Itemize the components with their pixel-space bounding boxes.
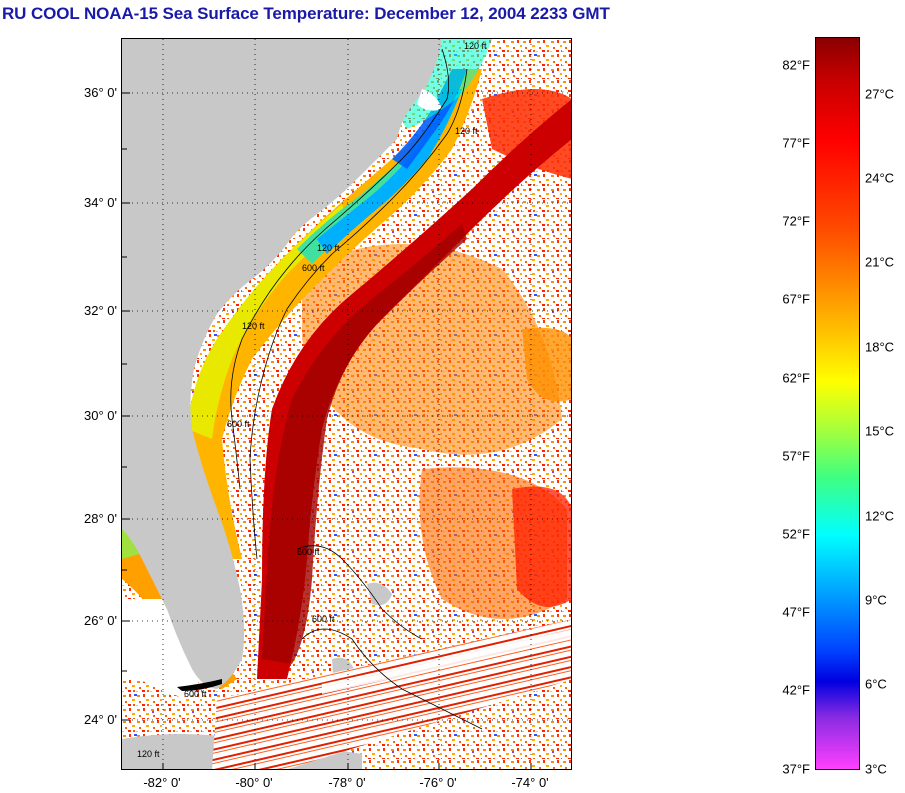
- lon-label: -82° 0': [143, 775, 181, 790]
- contour-label: 600 ft: [297, 547, 320, 557]
- celsius-tick: 9°C: [865, 592, 887, 608]
- lat-label: 36° 0': [84, 85, 117, 100]
- satellite-swath-artifact: [322, 629, 571, 694]
- celsius-tick: 21°C: [865, 254, 895, 270]
- land-mass: [367, 582, 392, 606]
- coastal-water: [187, 69, 482, 559]
- contour-label: 120 ft: [317, 243, 340, 253]
- bathymetry-contour: [249, 68, 468, 560]
- lat-label: 34° 0': [84, 195, 117, 210]
- axis-ticks: [122, 92, 532, 769]
- lat-label: 24° 0': [84, 712, 117, 727]
- celsius-tick: 12°C: [865, 508, 895, 524]
- florida-keys: [177, 679, 222, 691]
- fahrenheit-tick: 52°F: [782, 526, 810, 542]
- lat-label: 26° 0': [84, 613, 117, 628]
- fahrenheit-tick: 77°F: [782, 135, 810, 151]
- lat-label: 32° 0': [84, 303, 117, 318]
- contour-label: 600 ft: [227, 419, 250, 429]
- contour-label: 120 ft: [464, 41, 487, 51]
- celsius-tick: 24°C: [865, 170, 895, 186]
- celsius-tick: 18°C: [865, 339, 895, 355]
- lat-label: 30° 0': [84, 408, 117, 423]
- land-mass: [122, 39, 442, 689]
- temperature-colorbar: [815, 37, 860, 770]
- bathymetry-contour: [301, 628, 483, 730]
- sst-map[interactable]: 120 ft 120 ft 120 ft 600 ft 120 ft 600 f…: [121, 38, 572, 770]
- contour-label: 120 ft: [455, 126, 478, 136]
- celsius-tick: 3°C: [865, 761, 887, 777]
- contour-label: 600 ft: [312, 614, 335, 624]
- contour-label: 600 ft: [184, 689, 207, 699]
- fahrenheit-tick: 37°F: [782, 761, 810, 777]
- celsius-tick: 15°C: [865, 423, 895, 439]
- lon-label: -76° 0': [419, 775, 457, 790]
- bathymetry-contour: [296, 545, 423, 640]
- warm-water-region: [512, 486, 571, 607]
- lake: [417, 89, 442, 111]
- lon-label: -78° 0': [328, 775, 366, 790]
- lon-label: -80° 0': [235, 775, 273, 790]
- gulf-of-mexico-water: [122, 599, 202, 699]
- contour-label: 120 ft: [242, 321, 265, 331]
- map-title: RU COOL NOAA-15 Sea Surface Temperature:…: [2, 4, 610, 23]
- fahrenheit-tick: 57°F: [782, 448, 810, 464]
- fahrenheit-tick: 42°F: [782, 682, 810, 698]
- fahrenheit-tick: 72°F: [782, 213, 810, 229]
- celsius-tick: 6°C: [865, 676, 887, 692]
- contour-label: 600 ft: [302, 263, 325, 273]
- gulf-stream: [262, 224, 467, 664]
- bathymetry-contour: [230, 48, 450, 490]
- warm-water-region: [522, 327, 571, 402]
- fahrenheit-tick: 47°F: [782, 604, 810, 620]
- coastal-water: [317, 89, 462, 254]
- fahrenheit-tick: 67°F: [782, 291, 810, 307]
- sst-map-canvas: 120 ft 120 ft 120 ft 600 ft 120 ft 600 f…: [122, 39, 571, 769]
- fahrenheit-tick: 82°F: [782, 57, 810, 73]
- fahrenheit-tick: 62°F: [782, 370, 810, 386]
- graticule: [122, 39, 571, 769]
- contour-label: 120 ft: [137, 749, 160, 759]
- lat-label: 28° 0': [84, 511, 117, 526]
- lon-label: -74° 0': [511, 775, 549, 790]
- celsius-tick: 27°C: [865, 86, 895, 102]
